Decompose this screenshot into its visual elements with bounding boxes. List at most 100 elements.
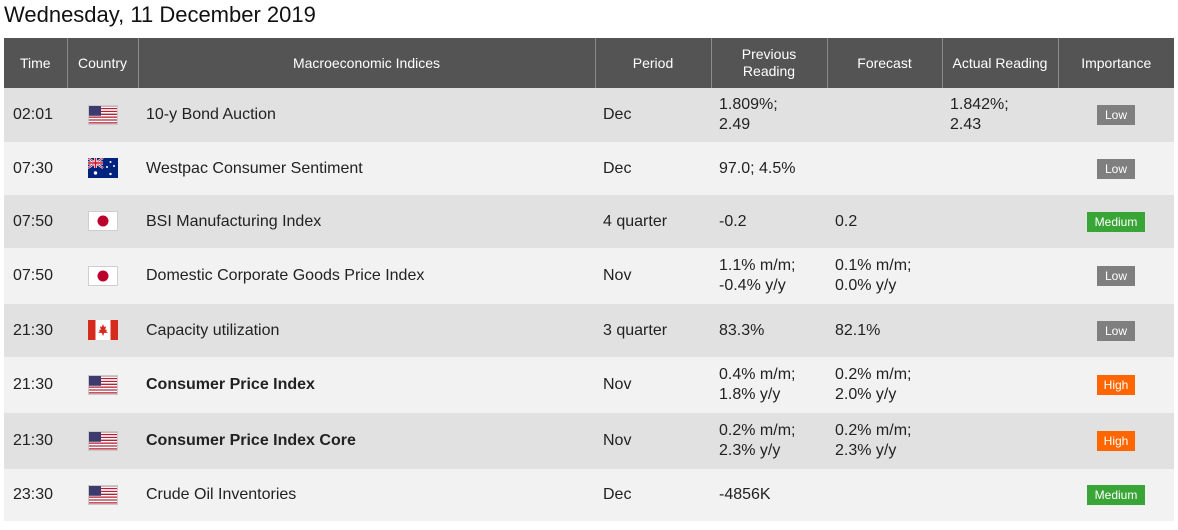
- us-flag-icon: [87, 104, 118, 125]
- value-line: 0.2% m/m;: [835, 422, 912, 439]
- cell-importance: High: [1058, 413, 1174, 469]
- cell-previous-reading: -0.2: [711, 195, 827, 248]
- cell-actual-reading: [942, 357, 1058, 413]
- table-row: 21:30 Capacity utilization 3 quarter 83.3% 8…: [4, 304, 1174, 357]
- cell-period: Nov: [595, 413, 711, 469]
- importance-badge: Low: [1097, 105, 1135, 125]
- table-row: 07:50 BSI Manufacturing Index 4 quarter -0.…: [4, 195, 1174, 248]
- header-time: Time: [4, 38, 68, 88]
- cell-time: 23:30: [4, 469, 67, 521]
- cell-country: [67, 88, 138, 142]
- cell-importance: Low: [1058, 248, 1174, 304]
- value-line: 97.0; 4.5%: [719, 159, 796, 177]
- cell-time: 07:30: [4, 142, 67, 195]
- cell-importance: Medium: [1058, 469, 1174, 521]
- cell-index-name[interactable]: BSI Manufacturing Index: [138, 195, 595, 248]
- cell-forecast: [827, 88, 942, 142]
- cell-previous-reading: 1.809%; 2.49: [711, 88, 827, 142]
- cell-period: 4 quarter: [595, 195, 711, 248]
- cell-period: Dec: [595, 469, 711, 521]
- cell-time: 21:30: [4, 413, 67, 469]
- cell-index-name[interactable]: 10-y Bond Auction: [138, 88, 595, 142]
- value-line: 2.43: [950, 116, 982, 133]
- table-body: 02:01 10-y Bond Auction Dec 1.809%; 2.49 1.84…: [4, 88, 1174, 521]
- importance-badge: Low: [1097, 320, 1135, 341]
- cell-actual-reading: 1.842%; 2.43: [942, 88, 1058, 142]
- jp-flag-icon: [87, 265, 118, 286]
- table-row: 23:30 Crude Oil Inventories Dec -4856K Mediu…: [4, 469, 1174, 521]
- table-row: 21:30 Consumer Price Index Nov 0.4% m/m; 1.8…: [4, 357, 1174, 413]
- value-line: 1.842%;: [950, 96, 1009, 113]
- cell-forecast: 0.2: [827, 195, 942, 248]
- table-row: 02:01 10-y Bond Auction Dec 1.809%; 2.49 1.84…: [4, 88, 1174, 142]
- cell-actual-reading: [942, 469, 1058, 521]
- importance-badge: High: [1097, 375, 1135, 395]
- header-period: Period: [595, 38, 712, 88]
- cell-previous-reading: 0.4% m/m; 1.8% y/y: [711, 357, 827, 413]
- jp-flag-icon: [87, 211, 118, 232]
- cell-importance: Low: [1058, 88, 1174, 142]
- cell-index-name[interactable]: Domestic Corporate Goods Price Index: [138, 248, 595, 304]
- cell-importance: High: [1058, 357, 1174, 413]
- cell-forecast: 82.1%: [827, 304, 942, 357]
- importance-badge: Low: [1097, 158, 1135, 179]
- us-flag-icon: [87, 374, 118, 395]
- value-line: 83.3%: [719, 321, 765, 339]
- value-line: 0.1% m/m;: [835, 257, 912, 274]
- cell-index-name[interactable]: Consumer Price Index Core: [138, 413, 595, 469]
- cell-time: 21:30: [4, 357, 67, 413]
- value-line: -4856K: [719, 486, 771, 503]
- cell-importance: Low: [1058, 142, 1174, 195]
- cell-previous-reading: 83.3%: [711, 304, 827, 357]
- value-line: 2.3% y/y: [719, 442, 781, 459]
- value-line: 0.2% m/m;: [719, 422, 796, 439]
- cell-forecast: 0.2% m/m; 2.3% y/y: [827, 413, 942, 469]
- value-line: 0.2: [835, 212, 858, 230]
- cell-importance: Low: [1058, 304, 1174, 357]
- cell-actual-reading: [942, 304, 1058, 357]
- value-line: -0.4% y/y: [719, 277, 786, 294]
- header-indices: Macroeconomic Indices: [138, 38, 596, 88]
- cell-country: [67, 195, 138, 248]
- cell-country: [67, 357, 138, 413]
- cell-forecast: [827, 469, 942, 521]
- value-line: 82.1%: [835, 321, 881, 339]
- cell-country: [67, 469, 138, 521]
- table-row: 07:30 Westpac Consumer Sentiment Dec 97.0; …: [4, 142, 1174, 195]
- value-line: 0.0% y/y: [835, 277, 897, 294]
- cell-index-name[interactable]: Westpac Consumer Sentiment: [138, 142, 595, 195]
- value-line: 2.0% y/y: [835, 386, 897, 403]
- cell-period: Dec: [595, 88, 711, 142]
- cell-period: 3 quarter: [595, 304, 711, 357]
- value-line: 0.4% m/m;: [719, 366, 796, 383]
- cell-forecast: [827, 142, 942, 195]
- value-line: 1.1% m/m;: [719, 257, 796, 274]
- header-importance: Importance: [1058, 38, 1174, 88]
- cell-time: 02:01: [4, 88, 67, 142]
- cell-index-name[interactable]: Capacity utilization: [138, 304, 595, 357]
- importance-badge: Medium: [1087, 211, 1145, 232]
- value-line: -0.2: [719, 212, 747, 230]
- importance-badge: High: [1097, 431, 1135, 451]
- header-forecast: Forecast: [827, 38, 943, 88]
- cell-previous-reading: 1.1% m/m; -0.4% y/y: [711, 248, 827, 304]
- cell-country: [67, 248, 138, 304]
- cell-importance: Medium: [1058, 195, 1174, 248]
- cell-previous-reading: 0.2% m/m; 2.3% y/y: [711, 413, 827, 469]
- us-flag-icon: [87, 484, 118, 505]
- cell-index-name[interactable]: Consumer Price Index: [138, 357, 595, 413]
- cell-forecast: 0.1% m/m; 0.0% y/y: [827, 248, 942, 304]
- table-header-row: Time Country Macroeconomic Indices Perio…: [4, 38, 1174, 88]
- cell-time: 07:50: [4, 248, 67, 304]
- cell-actual-reading: [942, 142, 1058, 195]
- header-country: Country: [67, 38, 139, 88]
- cell-previous-reading: -4856K: [711, 469, 827, 521]
- cell-country: [67, 413, 138, 469]
- cell-period: Nov: [595, 357, 711, 413]
- cell-actual-reading: [942, 413, 1058, 469]
- header-previous-line1: Previous: [741, 46, 797, 62]
- cell-index-name[interactable]: Crude Oil Inventories: [138, 469, 595, 521]
- cell-actual-reading: [942, 248, 1058, 304]
- table-row: 21:30 Consumer Price Index Core Nov 0.2% m/…: [4, 413, 1174, 469]
- table-row: 07:50 Domestic Corporate Goods Price Inde…: [4, 248, 1174, 304]
